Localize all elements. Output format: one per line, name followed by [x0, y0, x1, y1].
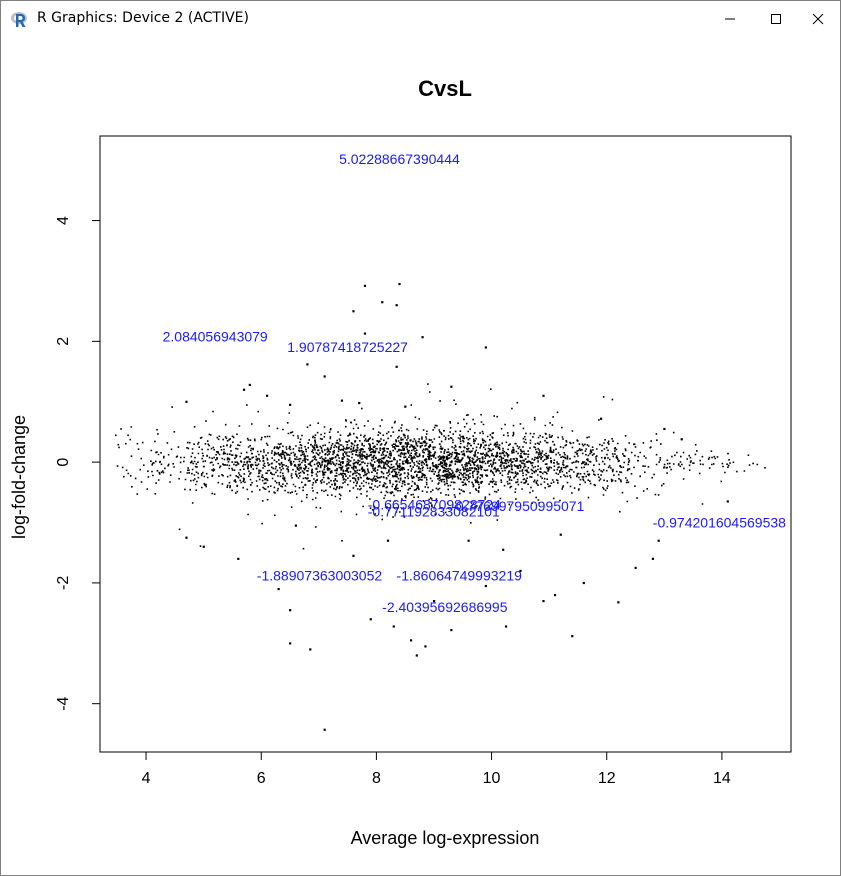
data-point	[352, 554, 355, 557]
data-point	[504, 625, 508, 628]
data-point	[185, 536, 188, 539]
point-labels: 5.02288667390444 2.084056943079 1.90787418…	[163, 151, 787, 615]
data-point	[432, 600, 436, 603]
data-point	[340, 399, 344, 402]
data-point	[358, 401, 361, 405]
data-point	[726, 500, 729, 503]
data-point	[450, 629, 453, 632]
point-label: 1.90787418725227	[287, 339, 408, 355]
data-point	[323, 728, 326, 731]
data-point	[409, 639, 413, 642]
x-tick-label: 12	[598, 770, 616, 787]
point-label: -0.665468709828724	[368, 496, 501, 512]
y-tick-label: -4	[55, 696, 72, 710]
chart-title: CvsL	[418, 76, 472, 101]
data-point	[265, 394, 269, 397]
point-label: -1.88907363003052	[257, 568, 383, 584]
data-point	[502, 548, 505, 551]
maximize-icon	[771, 14, 781, 24]
data-point	[369, 618, 372, 621]
data-point	[398, 282, 401, 286]
ma-plot: CvsL Average log-expression log-fold-cha…	[9, 76, 792, 848]
plot-frame	[99, 135, 792, 753]
data-point	[582, 581, 585, 585]
data-point	[542, 600, 545, 603]
data-point	[559, 533, 562, 536]
x-axis: 4 6 8 10 12 14	[142, 752, 731, 787]
y-axis: -4 -2 0 2 4	[55, 216, 100, 711]
data-point	[294, 524, 297, 527]
data-point	[202, 545, 205, 548]
data-point	[663, 427, 666, 431]
data-point	[306, 363, 309, 366]
minimize-button[interactable]	[707, 1, 753, 37]
data-point	[450, 385, 453, 388]
data-point	[277, 587, 280, 591]
data-point	[484, 346, 488, 349]
data-point	[395, 365, 398, 368]
data-point	[289, 642, 292, 645]
x-tick-label: 4	[142, 770, 151, 787]
point-label: 5.02288667390444	[339, 151, 460, 167]
data-point	[392, 625, 395, 628]
data-point	[571, 635, 574, 638]
data-point	[404, 405, 407, 408]
title-bar[interactable]: R Graphics: Device 2 (ACTIVE)	[1, 1, 840, 37]
x-tick-label: 14	[713, 770, 731, 787]
y-tick-label: 2	[55, 337, 72, 346]
plot-area: CvsL Average log-expression log-fold-cha…	[1, 37, 840, 875]
data-point	[323, 375, 326, 378]
point-label: -0.974201604569538	[653, 515, 786, 531]
data-points	[115, 282, 766, 731]
y-tick-label: 4	[55, 216, 72, 225]
y-tick-label: 0	[55, 458, 72, 467]
maximize-button[interactable]	[753, 1, 799, 37]
data-point	[542, 394, 545, 397]
x-axis-label: Average log-expression	[351, 828, 540, 848]
data-point	[617, 601, 620, 604]
data-point	[289, 403, 292, 406]
point-label: -2.40395692686995	[382, 599, 508, 615]
data-point	[363, 284, 367, 287]
data-point	[242, 388, 246, 391]
data-point	[248, 383, 251, 387]
data-point	[680, 438, 683, 441]
data-point	[386, 539, 390, 542]
data-point	[395, 304, 398, 307]
data-point	[421, 336, 424, 339]
data-point	[289, 609, 292, 612]
data-point	[424, 645, 427, 648]
data-point	[237, 557, 240, 560]
point-label: -1.86064749993219	[397, 568, 523, 584]
data-point	[599, 417, 603, 420]
x-tick-label: 8	[372, 770, 381, 787]
data-point	[381, 301, 384, 304]
minimize-icon	[725, 18, 735, 20]
y-tick-label: -2	[55, 576, 72, 590]
data-point	[415, 654, 418, 657]
close-button[interactable]	[795, 1, 841, 37]
point-label: 2.084056943079	[163, 329, 268, 345]
r-logo-icon	[11, 12, 27, 27]
point-label: -0.771192833082101	[368, 504, 500, 520]
data-point	[185, 400, 188, 403]
data-point	[467, 539, 470, 542]
y-axis-label: log-fold-change	[9, 415, 29, 539]
data-point	[657, 539, 660, 542]
close-icon	[812, 13, 824, 25]
data-point	[634, 566, 637, 570]
x-tick-label: 10	[483, 770, 501, 787]
data-point	[309, 648, 312, 651]
data-point	[484, 584, 488, 588]
data-point	[363, 332, 367, 335]
data-point	[519, 569, 522, 573]
data-point	[553, 593, 557, 597]
data-point	[651, 557, 654, 560]
x-tick-label: 6	[257, 770, 266, 787]
window-title: R Graphics: Device 2 (ACTIVE)	[37, 10, 249, 26]
point-label: -0.776997950995071	[451, 498, 584, 514]
data-point	[352, 310, 355, 313]
